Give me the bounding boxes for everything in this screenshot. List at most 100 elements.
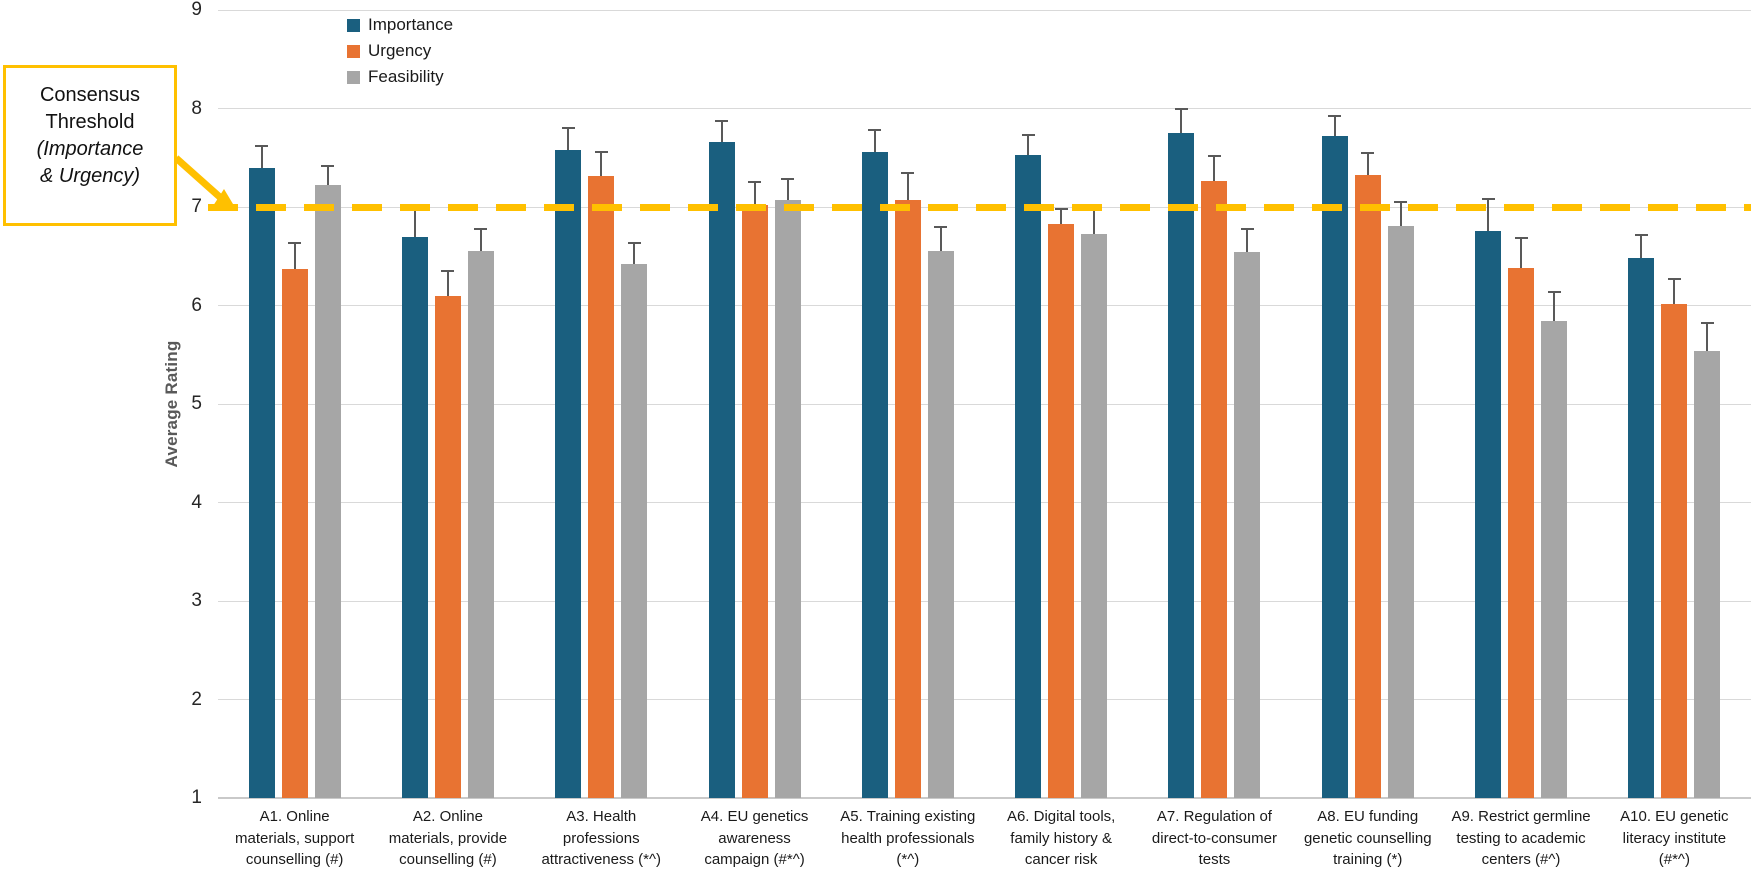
error-bar-cap <box>1240 227 1254 230</box>
error-bar <box>1060 208 1063 224</box>
x-tick-label: A9. Restrict germline testing to academi… <box>1451 808 1591 868</box>
grid-line <box>218 502 1751 503</box>
bar-feasibility-9 <box>1541 321 1568 798</box>
bar-feasibility-2 <box>467 251 494 798</box>
bar-feasibility-3 <box>621 264 648 798</box>
bar-urgency-2 <box>434 295 461 798</box>
error-bar <box>939 226 942 252</box>
bar-importance-1 <box>248 167 275 798</box>
x-tick-label: A7. Regulation of direct-to-consumer tes… <box>1151 808 1277 868</box>
error-bar-cap <box>441 270 455 273</box>
error-bar-cap <box>1207 154 1221 157</box>
error-bar <box>1180 108 1183 134</box>
error-bar <box>1487 199 1490 231</box>
urgency-swatch-icon <box>347 44 360 58</box>
y-tick-label: 4 <box>191 491 202 513</box>
error-bar-cap <box>1361 151 1375 154</box>
x-tick-label: A1. Online materials, support counsellin… <box>235 808 355 868</box>
bar-urgency-9 <box>1508 268 1535 798</box>
error-bar <box>260 145 263 168</box>
error-bar <box>906 172 909 201</box>
error-bar-cap <box>1700 322 1714 325</box>
callout-title: Consensus Threshold <box>39 84 141 133</box>
bar-feasibility-10 <box>1694 350 1721 798</box>
error-bar <box>720 121 723 142</box>
bar-urgency-5 <box>894 200 921 798</box>
bar-feasibility-5 <box>927 251 954 798</box>
bar-feasibility-7 <box>1234 252 1261 798</box>
error-bar <box>786 179 789 201</box>
grid-line <box>218 9 1751 11</box>
error-bar-cap <box>715 120 729 123</box>
error-bar-cap <box>594 150 608 153</box>
feasibility-swatch-icon <box>347 70 360 84</box>
bar-feasibility-4 <box>774 200 801 798</box>
error-bar <box>1673 278 1676 304</box>
error-bar <box>1366 152 1369 176</box>
y-tick-label: 8 <box>191 97 202 119</box>
error-bar <box>1213 155 1216 182</box>
error-bar-cap <box>1394 201 1408 204</box>
x-tick-label: A2. Online materials, provide counsellin… <box>388 808 508 868</box>
bar-importance-4 <box>708 141 735 798</box>
bar-urgency-10 <box>1661 303 1688 798</box>
bar-importance-10 <box>1628 258 1655 798</box>
y-tick-label: 3 <box>191 590 202 611</box>
error-bar <box>1246 228 1249 253</box>
error-bar <box>753 182 756 206</box>
error-bar-cap <box>321 164 335 167</box>
y-tick-label: 1 <box>191 787 202 808</box>
y-tick-label: 5 <box>191 393 202 414</box>
bar-importance-8 <box>1321 136 1348 798</box>
error-bar <box>413 209 416 237</box>
error-bar-cap <box>934 225 948 228</box>
bar-feasibility-6 <box>1081 233 1108 798</box>
y-axis-title: Average Rating <box>162 340 181 468</box>
error-bar <box>479 228 482 252</box>
error-bar <box>1640 234 1643 259</box>
legend-label: Urgency <box>368 41 432 60</box>
y-tick-label: 7 <box>191 196 202 217</box>
bar-importance-9 <box>1475 230 1502 798</box>
error-bar <box>1553 291 1556 322</box>
grid-line <box>218 305 1751 306</box>
bar-urgency-1 <box>281 269 308 798</box>
error-bar-cap <box>474 227 488 230</box>
grid-line <box>218 600 1751 602</box>
x-tick-label: A3. Health professions attractiveness (*… <box>541 808 662 868</box>
error-bar-cap <box>1514 236 1528 239</box>
bar-feasibility-1 <box>314 185 341 798</box>
error-bar <box>633 243 636 265</box>
y-tick-label: 2 <box>191 688 202 710</box>
bar-urgency-7 <box>1201 181 1228 798</box>
x-tick-label: A10. EU genetic literacy institute (#*^) <box>1620 808 1729 868</box>
error-bar-cap <box>1021 134 1035 137</box>
bar-importance-6 <box>1015 154 1042 798</box>
bar-urgency-8 <box>1354 175 1381 798</box>
error-bar <box>873 130 876 152</box>
x-axis-line <box>218 797 1751 799</box>
error-bar <box>600 151 603 177</box>
error-bar-cap <box>1174 107 1188 110</box>
bar-importance-2 <box>401 236 428 798</box>
x-tick-label: A6. Digital tools, family history & canc… <box>1006 808 1116 868</box>
grid-line <box>218 403 1751 405</box>
error-bar <box>567 128 570 150</box>
legend-item-importance: Importance <box>347 12 453 38</box>
bar-importance-5 <box>861 151 888 798</box>
consensus-threshold-line <box>208 203 1751 211</box>
error-bar <box>446 271 449 296</box>
callout-subtitle: (Importance & Urgency) <box>36 138 144 187</box>
importance-swatch-icon <box>347 18 360 32</box>
y-tick-label: 9 <box>191 0 202 20</box>
legend-item-urgency: Urgency <box>347 38 453 64</box>
error-bar <box>1706 323 1709 351</box>
error-bar <box>1520 237 1523 269</box>
bar-importance-7 <box>1168 133 1195 798</box>
error-bar-cap <box>1481 198 1495 201</box>
error-bar-cap <box>561 127 575 130</box>
error-bar <box>1399 202 1402 226</box>
y-tick-label: 6 <box>191 294 202 316</box>
bar-feasibility-8 <box>1387 225 1414 798</box>
